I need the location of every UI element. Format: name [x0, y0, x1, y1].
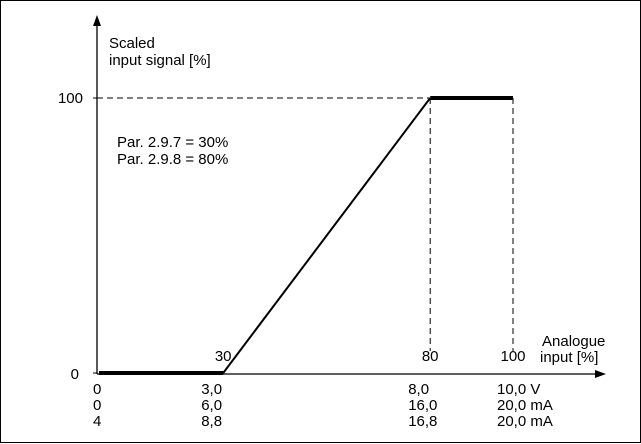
scale-current-label-3: 20,0 mA	[497, 397, 553, 414]
scale-current-label-2: 16,0	[408, 397, 437, 414]
x-tick-label-80: 80	[422, 348, 439, 365]
y-axis-label-line-1: Scaled	[109, 35, 155, 52]
guide-lines	[97, 97, 514, 351]
scale-current-label-0: 0	[93, 397, 101, 414]
y-axis-label-line-2: input signal [%]	[109, 52, 211, 69]
annotation-par-2-9-8: Par. 2.9.8 = 80%	[117, 151, 228, 168]
scale-current-offset-label-1: 8,8	[201, 413, 222, 430]
axes	[93, 15, 606, 378]
x-tick-label-100: 100	[500, 348, 525, 365]
y-tick-label-100: 100	[58, 90, 83, 107]
x-axis-label-line-2: input [%]	[540, 349, 598, 366]
scale-voltage-label-3: 10,0 V	[497, 381, 540, 398]
plot-area	[99, 96, 513, 375]
scale-voltage-label-1: 3,0	[201, 381, 222, 398]
x-tick-label-30: 30	[215, 348, 232, 365]
annotation-par-2-9-7: Par. 2.9.7 = 30%	[117, 134, 228, 151]
scale-current-offset-label-2: 16,8	[408, 413, 437, 430]
x-axis-arrowhead	[595, 370, 606, 378]
scale-current-offset-label-0: 4	[93, 413, 101, 430]
scale-voltage-label-2: 8,0	[408, 381, 429, 398]
series-0-segment-1	[222, 97, 431, 374]
y-tick-label-0: 0	[71, 366, 79, 383]
y-axis-arrowhead	[93, 15, 101, 26]
scale-current-offset-label-3: 20,0 mA	[497, 413, 553, 430]
x-axis-label-line-1: Analogue	[542, 333, 605, 350]
scale-current-label-1: 6,0	[201, 397, 222, 414]
scale-voltage-label-0: 0	[93, 381, 101, 398]
